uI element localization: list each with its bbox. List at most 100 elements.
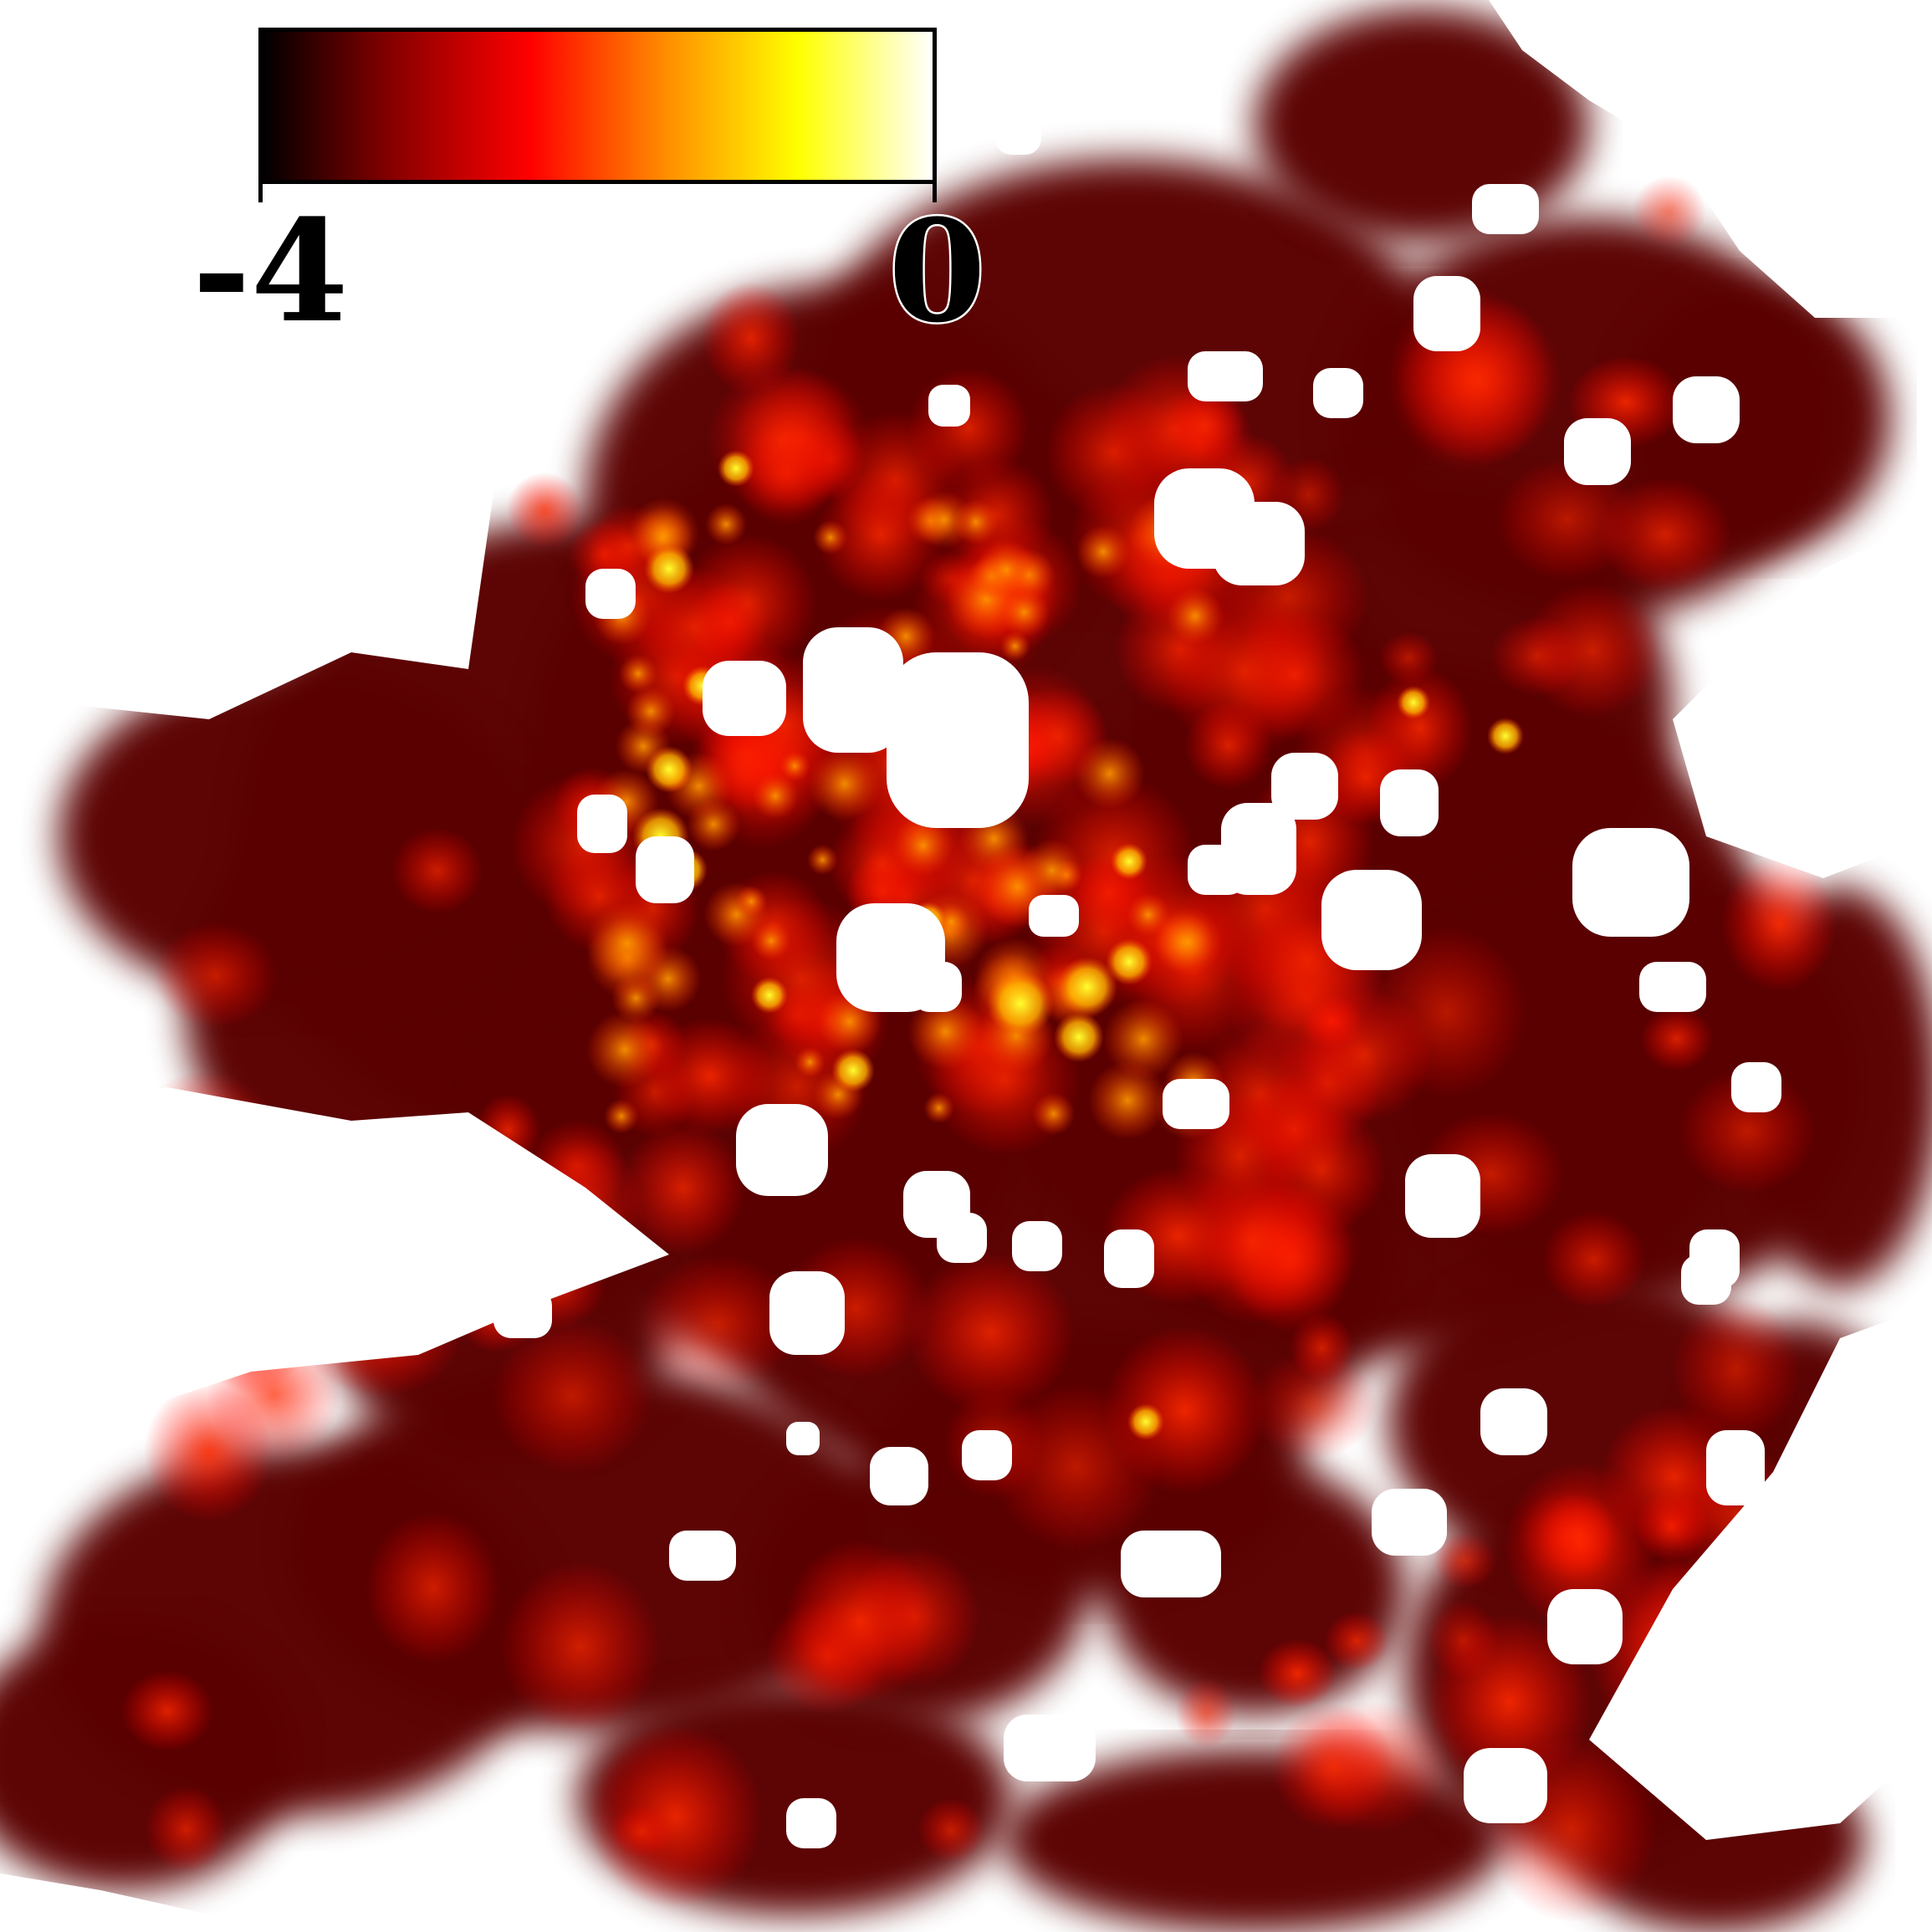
masked-hole bbox=[1464, 1748, 1547, 1823]
masked-hole bbox=[1321, 870, 1422, 970]
emission-knot-orange bbox=[892, 814, 954, 877]
masked-hole bbox=[1313, 368, 1363, 418]
emission-blob-red bbox=[1537, 1493, 1621, 1578]
emission-blob-red bbox=[120, 1669, 214, 1752]
emission-knot-orange bbox=[794, 1046, 825, 1078]
masked-hole bbox=[769, 1271, 845, 1355]
masked-hole bbox=[1188, 845, 1246, 895]
emission-blob-red bbox=[1249, 1352, 1377, 1460]
masked-hole bbox=[995, 92, 1041, 155]
masked-hole bbox=[1104, 1229, 1154, 1288]
emission-blob-dark bbox=[59, 669, 527, 1004]
emission-blob-red bbox=[588, 1724, 764, 1909]
emission-knot-yellow bbox=[1487, 718, 1524, 754]
emission-knot-orange bbox=[999, 631, 1030, 662]
masked-hole bbox=[577, 795, 627, 853]
emission-knot-orange bbox=[1076, 524, 1131, 579]
emission-knot-yellow bbox=[1127, 1403, 1164, 1440]
emission-knot-orange bbox=[1102, 999, 1184, 1080]
colorbar-gradient bbox=[263, 32, 933, 180]
emission-blob-red bbox=[153, 922, 279, 1029]
emission-blob-red bbox=[620, 1122, 746, 1255]
emission-knot-orange bbox=[806, 844, 838, 876]
colorbar-max-label: 0 bbox=[887, 188, 989, 354]
masked-hole bbox=[1004, 1715, 1096, 1781]
emission-blob-red bbox=[1257, 1638, 1337, 1709]
masked-hole bbox=[585, 569, 636, 619]
colorbar-tick-max bbox=[933, 184, 937, 202]
emission-knot-yellow bbox=[987, 970, 1054, 1037]
masked-hole bbox=[1547, 1589, 1623, 1664]
emission-blob-red bbox=[1271, 1703, 1395, 1831]
background-region bbox=[0, 1087, 669, 1439]
colorbar bbox=[258, 28, 937, 184]
background-region bbox=[1589, 1305, 1932, 1840]
emission-knot-yellow bbox=[646, 746, 693, 793]
emission-blob-red bbox=[708, 364, 859, 515]
masked-hole bbox=[887, 652, 1029, 828]
emission-knot-orange bbox=[705, 503, 748, 545]
emission-blob-red bbox=[785, 1539, 936, 1705]
masked-hole bbox=[1731, 1062, 1781, 1112]
emission-blob-red bbox=[610, 1805, 673, 1858]
masked-hole bbox=[1121, 1531, 1221, 1597]
emission-knot-yellow bbox=[718, 450, 754, 487]
emission-blob-red bbox=[1632, 176, 1707, 247]
masked-hole bbox=[1673, 376, 1740, 443]
emission-blob-red bbox=[1184, 701, 1273, 790]
masked-hole bbox=[669, 1531, 736, 1581]
masked-hole bbox=[1062, 84, 1096, 117]
emission-knot-orange bbox=[779, 750, 810, 782]
emission-blob-red bbox=[1323, 1611, 1390, 1671]
emission-blob-red bbox=[637, 1254, 800, 1392]
masked-hole bbox=[1380, 769, 1439, 836]
emission-blob-red bbox=[815, 468, 946, 602]
masked-hole bbox=[1480, 1388, 1547, 1455]
emission-blob-red bbox=[1671, 1296, 1802, 1443]
colorbar-tick-min bbox=[258, 184, 263, 202]
emission-knot-yellow bbox=[751, 977, 788, 1014]
emission-blob-red bbox=[917, 1797, 985, 1863]
emission-knot-yellow bbox=[1057, 957, 1117, 1017]
emission-knot-orange bbox=[808, 747, 882, 820]
emission-knot-orange bbox=[1020, 838, 1084, 902]
emission-blob-red bbox=[1165, 386, 1245, 465]
emission-knot-orange bbox=[604, 1098, 639, 1134]
masked-hole bbox=[786, 1798, 836, 1848]
emission-blob-red bbox=[145, 1785, 228, 1873]
emission-knot-orange bbox=[813, 519, 848, 555]
emission-knot-yellow bbox=[644, 544, 694, 594]
background-region bbox=[0, 1873, 251, 1932]
emission-knot-orange bbox=[915, 491, 974, 549]
masked-hole bbox=[786, 1422, 820, 1455]
emission-blob-red bbox=[1640, 1006, 1714, 1071]
emission-knot-orange bbox=[752, 772, 799, 820]
masked-hole bbox=[962, 1430, 1012, 1480]
background-region bbox=[1489, 0, 1932, 318]
masked-hole bbox=[1012, 1221, 1062, 1271]
emission-knot-orange bbox=[1087, 1061, 1168, 1141]
emission-knot-yellow bbox=[831, 1049, 875, 1092]
emission-knot-orange bbox=[1126, 892, 1171, 937]
masked-hole bbox=[1681, 1255, 1731, 1305]
masked-hole bbox=[1706, 1430, 1765, 1505]
masked-hole bbox=[1029, 895, 1079, 937]
emission-blob-red bbox=[907, 367, 1030, 489]
emission-knot-yellow bbox=[1111, 843, 1147, 880]
emission-blob-red bbox=[365, 1511, 501, 1664]
masked-hole bbox=[1564, 418, 1631, 485]
emission-knot-orange bbox=[585, 902, 669, 985]
emission-knot-orange bbox=[976, 539, 1037, 601]
emission-blob-red bbox=[1678, 1068, 1817, 1194]
masked-hole bbox=[937, 1213, 987, 1263]
masked-hole bbox=[870, 1447, 928, 1505]
emission-blob-red bbox=[1433, 1532, 1497, 1590]
masked-hole bbox=[912, 962, 962, 1012]
emission-knot-orange bbox=[618, 654, 658, 693]
masked-hole bbox=[703, 661, 786, 736]
emission-blob-red bbox=[506, 472, 583, 549]
masked-hole bbox=[1405, 1154, 1480, 1238]
masked-hole bbox=[928, 385, 970, 427]
